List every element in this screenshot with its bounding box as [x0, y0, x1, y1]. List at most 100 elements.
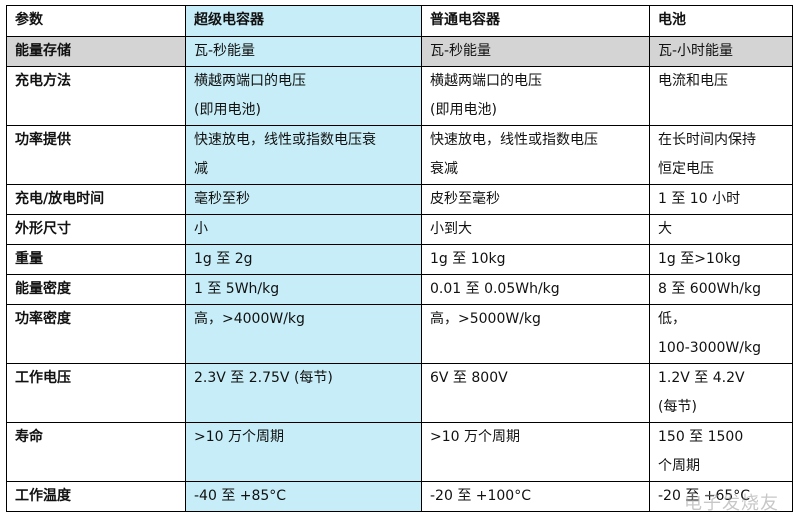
cell-supercapacitor: -40 至 +85°C	[185, 481, 422, 512]
cell-line: 6V 至 800V	[430, 370, 508, 386]
cell-line: 1.2V 至 4.2V	[658, 370, 745, 386]
cell-line: -40 至 +85°C	[194, 488, 287, 504]
cell-line: 瓦-秒能量	[194, 43, 256, 59]
row-label: 充电/放电时间	[6, 184, 186, 215]
row-label: 外形尺寸	[6, 214, 186, 245]
cell-line: 150 至 1500	[658, 429, 744, 445]
row-label: 工作温度	[6, 481, 186, 512]
cell-line: >10 万个周期	[194, 429, 284, 445]
cell-capacitor: 小到大	[421, 214, 650, 245]
cell-line: 皮秒至毫秒	[430, 191, 500, 207]
cell-capacitor: 0.01 至 0.05Wh/kg	[421, 274, 650, 305]
cell-battery: 150 至 1500 个周期	[649, 422, 793, 482]
table-row: 功率密度 高，>4000W/kg 高，>5000W/kg 低， 100-3000W…	[6, 304, 793, 364]
cell-line: 小	[194, 221, 208, 237]
cell-line: 横越两端口的电压	[430, 73, 542, 89]
table-row: 充电方法 横越两端口的电压 (即用电池) 横越两端口的电压 (即用电池) 电流和电压	[6, 66, 793, 126]
table-row: 工作电压 2.3V 至 2.75V (每节) 6V 至 800V 1.2V 至 …	[6, 363, 793, 423]
cell-line: 瓦-秒能量	[430, 43, 492, 59]
cell-supercapacitor: 高，>4000W/kg	[185, 304, 422, 364]
cell-line: 100-3000W/kg	[658, 340, 761, 356]
cell-capacitor: 高，>5000W/kg	[421, 304, 650, 364]
row-label: 功率密度	[6, 304, 186, 364]
table-row: 功率提供 快速放电，线性或指数电压衰减 快速放电，线性或指数电压 衰减 在长时间内…	[6, 125, 793, 185]
cell-capacitor: 皮秒至毫秒	[421, 184, 650, 215]
cell-line: 毫秒至秒	[194, 191, 250, 207]
cell-line: 8 至 600Wh/kg	[658, 281, 761, 297]
cell-line: (每节)	[658, 399, 697, 415]
cell-battery: 1.2V 至 4.2V (每节)	[649, 363, 793, 423]
cell-supercapacitor: 小	[185, 214, 422, 245]
cell-line: 低，	[658, 311, 686, 327]
cell-line: 1g 至 2g	[194, 251, 253, 267]
cell-line: 个周期	[658, 458, 700, 474]
cell-line: (即用电池)	[194, 102, 261, 118]
cell-battery: -20 至 +65°C	[649, 481, 793, 512]
cell-line: 衰减	[430, 161, 458, 177]
watermark-logo: 电子发烧友	[684, 493, 779, 514]
cell-line: 恒定电压	[658, 161, 714, 177]
row-label: 工作电压	[6, 363, 186, 423]
cell-line: 0.01 至 0.05Wh/kg	[430, 281, 560, 297]
cell-line: 快速放电，线性或指数电压衰	[194, 132, 376, 148]
cell-line: -20 至 +65°C	[658, 488, 751, 504]
table-row: 充电/放电时间 毫秒至秒 皮秒至毫秒 1 至 10 小时	[6, 184, 793, 215]
cell-supercapacitor: 瓦-秒能量	[185, 36, 422, 67]
cell-battery: 大	[649, 214, 793, 245]
cell-battery: 1 至 10 小时	[649, 184, 793, 215]
table-row: 能量密度 1 至 5Wh/kg 0.01 至 0.05Wh/kg 8 至 600…	[6, 274, 793, 305]
cell-line: 大	[658, 221, 672, 237]
row-label: 能量存储	[6, 36, 186, 67]
table-row: 外形尺寸 小 小到大 大	[6, 214, 793, 245]
cell-capacitor: >10 万个周期	[421, 422, 650, 482]
cell-battery: 在长时间内保持 恒定电压	[649, 125, 793, 185]
cell-supercapacitor: 1 至 5Wh/kg	[185, 274, 422, 305]
table-row: 寿命 >10 万个周期 >10 万个周期 150 至 1500 个周期	[6, 422, 793, 482]
header-param: 参数	[6, 5, 186, 37]
cell-line: 1 至 5Wh/kg	[194, 281, 280, 297]
cell-capacitor: 快速放电，线性或指数电压 衰减	[421, 125, 650, 185]
header-capacitor: 普通电容器	[421, 5, 650, 37]
cell-capacitor: -20 至 +100°C	[421, 481, 650, 512]
cell-supercapacitor: 1g 至 2g	[185, 244, 422, 275]
cell-line: -20 至 +100°C	[430, 488, 531, 504]
cell-line: 1 至 10 小时	[658, 191, 741, 207]
cell-supercapacitor: 毫秒至秒	[185, 184, 422, 215]
cell-capacitor: 横越两端口的电压 (即用电池)	[421, 66, 650, 126]
cell-battery: 电流和电压	[649, 66, 793, 126]
cell-line: 电流和电压	[658, 73, 728, 89]
row-label: 充电方法	[6, 66, 186, 126]
table-row: 重量 1g 至 2g 1g 至 10kg 1g 至>10kg	[6, 244, 793, 275]
cell-line: 快速放电，线性或指数电压	[430, 132, 598, 148]
cell-battery: 瓦-小时能量	[649, 36, 793, 67]
cell-supercapacitor: >10 万个周期	[185, 422, 422, 482]
cell-supercapacitor: 2.3V 至 2.75V (每节)	[185, 363, 422, 423]
cell-capacitor: 瓦-秒能量	[421, 36, 650, 67]
cell-line: 2.3V 至 2.75V (每节)	[194, 370, 333, 386]
row-label: 寿命	[6, 422, 186, 482]
cell-capacitor: 6V 至 800V	[421, 363, 650, 423]
cell-line: 小到大	[430, 221, 472, 237]
cell-line: 减	[194, 161, 208, 177]
cell-line: 高，>4000W/kg	[194, 311, 305, 327]
cell-line: (即用电池)	[430, 102, 497, 118]
cell-supercapacitor: 横越两端口的电压 (即用电池)	[185, 66, 422, 126]
row-label: 功率提供	[6, 125, 186, 185]
cell-line: 在长时间内保持	[658, 132, 756, 148]
row-label: 能量密度	[6, 274, 186, 305]
cell-capacitor: 1g 至 10kg	[421, 244, 650, 275]
cell-line: >10 万个周期	[430, 429, 520, 445]
header-row: 参数 超级电容器 普通电容器 电池	[6, 5, 793, 37]
table-row: 能量存储 瓦-秒能量 瓦-秒能量 瓦-小时能量	[6, 36, 793, 67]
row-label: 重量	[6, 244, 186, 275]
cell-line: 1g 至>10kg	[658, 251, 741, 267]
cell-line: 瓦-小时能量	[658, 43, 734, 59]
cell-line: 横越两端口的电压	[194, 73, 306, 89]
cell-battery: 8 至 600Wh/kg	[649, 274, 793, 305]
cell-supercapacitor: 快速放电，线性或指数电压衰减	[185, 125, 422, 185]
table-row: 工作温度 -40 至 +85°C -20 至 +100°C -20 至 +65°…	[6, 481, 793, 512]
cell-line: 高，>5000W/kg	[430, 311, 541, 327]
header-supercapacitor: 超级电容器	[185, 5, 422, 37]
cell-line: 1g 至 10kg	[430, 251, 506, 267]
comparison-table: 参数 超级电容器 普通电容器 电池 能量存储 瓦-秒能量 瓦-秒能量 瓦-小时能…	[6, 5, 793, 512]
